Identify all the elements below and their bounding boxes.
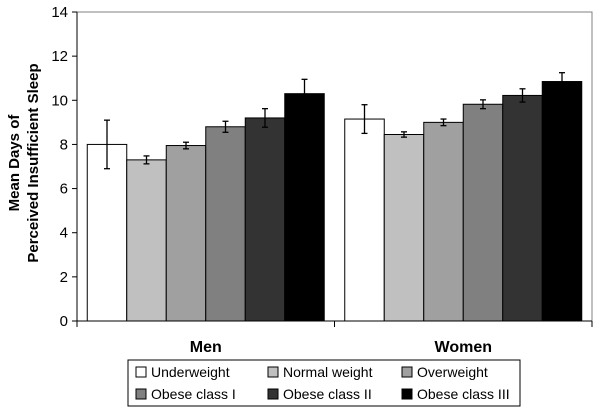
- y-axis-title-line-1: Mean Days of: [6, 114, 23, 212]
- y-axis-title-line-2: Perceived Insufficient Sleep: [25, 63, 42, 262]
- y-tick-label: 0: [60, 313, 68, 330]
- legend-label: Underweight: [151, 364, 230, 380]
- category-label-men: Men: [190, 339, 222, 356]
- legend-label: Obese class II: [283, 386, 372, 402]
- legend-box: [127, 359, 521, 407]
- y-axis-title: Mean Days of Perceived Insufficient Slee…: [6, 63, 42, 262]
- y-tick-label: 6: [60, 181, 68, 198]
- bar-men-obese-class-iii: [284, 93, 325, 322]
- y-tick-label: 4: [60, 225, 68, 242]
- y-tick-label: 14: [51, 4, 68, 21]
- bar-women-underweight: [344, 118, 385, 322]
- bar-women-obese-class-i: [462, 103, 504, 322]
- category-label-women: Women: [435, 339, 492, 356]
- bar-women-normal-weight: [383, 133, 425, 322]
- legend-swatch: [135, 366, 147, 378]
- x-axis: Men Women: [76, 320, 593, 356]
- y-tick-label: 8: [60, 136, 68, 153]
- legend-swatch: [401, 388, 413, 400]
- legend: Underweight Normal weight Overweight Obese …: [127, 359, 521, 407]
- bar-women-obese-class-ii: [502, 94, 543, 322]
- bars-layer: [86, 72, 583, 322]
- legend-swatch: [267, 366, 279, 378]
- y-tick-label: 2: [60, 269, 68, 286]
- legend-swatch: [267, 388, 279, 400]
- bar-women-overweight: [423, 121, 464, 322]
- bar-men-obese-class-ii: [244, 117, 286, 322]
- legend-swatch: [401, 366, 413, 378]
- bar-men-normal-weight: [126, 159, 167, 322]
- legend-label: Obese class I: [151, 386, 236, 402]
- legend-label: Obese class III: [417, 386, 510, 402]
- y-tick-label: 12: [51, 48, 68, 65]
- bar-men-obese-class-i: [205, 126, 246, 322]
- bar-women-obese-class-iii: [541, 81, 583, 322]
- legend-label: Normal weight: [283, 364, 373, 380]
- bar-men-overweight: [165, 145, 207, 322]
- legend-swatch: [135, 388, 147, 400]
- legend-label: Overweight: [417, 364, 488, 380]
- y-tick-label: 10: [51, 92, 68, 109]
- bar-men-underweight: [86, 143, 128, 322]
